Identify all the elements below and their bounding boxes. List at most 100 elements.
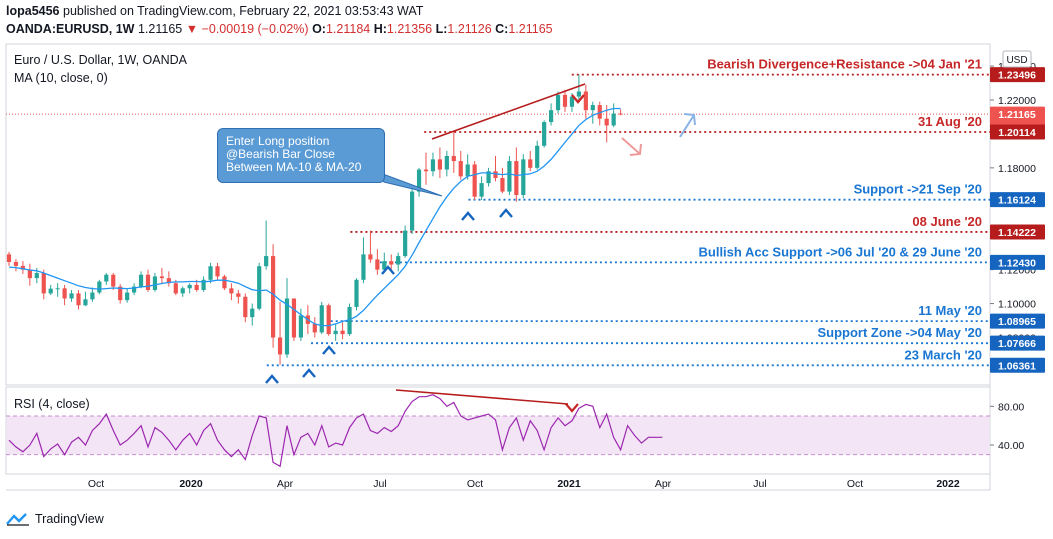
currency-badge: USD: [1006, 55, 1027, 66]
candle-body: [312, 323, 317, 333]
candle-body: [76, 293, 81, 306]
time-tick-label: 2022: [936, 478, 960, 490]
open-label: O:: [312, 22, 326, 36]
price-tick-label: 1.18000: [998, 163, 1036, 175]
price-change: ▼ −0.00019 (−0.02%): [185, 22, 309, 36]
candle-body: [542, 122, 547, 146]
tradingview-footer[interactable]: TradingView: [6, 512, 104, 526]
candle-body: [27, 269, 32, 279]
rsi-tick-label: 80.00: [998, 401, 1024, 413]
candle-body: [104, 274, 109, 282]
support-chevron-icon: [381, 265, 395, 275]
time-tick-label: 2021: [557, 478, 581, 490]
price-axis-label: 1.16124: [998, 195, 1036, 207]
candle-body: [201, 279, 206, 290]
candle-body: [514, 161, 519, 195]
candle-body: [222, 276, 227, 289]
candle-body: [493, 171, 498, 179]
candle-body: [521, 159, 526, 195]
candle-body: [472, 164, 477, 197]
price-axis-label: 1.08965: [998, 316, 1036, 328]
price-axis-label: 1.23496: [998, 70, 1036, 82]
tradingview-logo-icon: [6, 513, 29, 526]
currency-badge-bg: [1002, 50, 1032, 68]
candle-body: [444, 155, 449, 170]
price-axis-label-bg: [990, 224, 1045, 240]
candle-body: [208, 266, 213, 280]
rsi-band: [7, 416, 989, 455]
price-axis-label: 1.07666: [998, 338, 1036, 350]
candle-body: [173, 283, 178, 294]
support-chevron-icon: [265, 374, 279, 384]
symbol-label: OANDA:EURUSD, 1W: [6, 22, 135, 36]
level-label: 31 Aug '20: [918, 114, 982, 129]
candle-body: [500, 178, 505, 192]
candle-body: [618, 113, 623, 115]
time-tick-label: Apr: [655, 478, 672, 490]
candle-body: [277, 337, 283, 355]
candle-body: [138, 274, 144, 287]
last-price: 1.21165: [137, 22, 183, 36]
candle-body: [62, 288, 67, 299]
candle-body: [486, 171, 491, 184]
resistance-chevron-icon: [571, 94, 585, 104]
candle-body: [396, 256, 401, 265]
time-tick-label: Oct: [847, 478, 863, 490]
price-tick-label: 1.22000: [998, 95, 1036, 107]
low-label: L:: [435, 22, 448, 36]
level-label: 23 March '20: [904, 347, 982, 362]
candle-body: [83, 299, 88, 306]
candle-body: [97, 281, 102, 293]
time-tick-label: Oct: [467, 478, 483, 490]
candle-body: [333, 330, 338, 335]
candle-body: [569, 96, 575, 107]
candle-body: [465, 164, 470, 177]
price-divergence-trendline: [431, 83, 586, 140]
candle-body: [423, 169, 429, 172]
candle-body: [389, 261, 394, 265]
level-label: Support Zone ->04 May '20: [817, 325, 982, 340]
candle-body: [458, 161, 463, 177]
candle-body: [229, 288, 234, 294]
candle-body: [451, 155, 456, 162]
chart-title: Euro / U.S. Dollar, 1W, OANDA: [14, 53, 188, 67]
support-chevron-icon: [302, 368, 316, 378]
candle-body: [430, 159, 436, 172]
price-axis-label-bg: [990, 254, 1045, 270]
candle-body: [326, 305, 331, 335]
support-chevron-icon: [461, 211, 475, 221]
support-chevron-icon: [322, 345, 336, 355]
candle-body: [166, 278, 171, 284]
candle-body: [479, 183, 484, 197]
price-axis-label: 1.14222: [998, 227, 1036, 239]
candle-body: [354, 279, 359, 307]
candle-body: [410, 191, 415, 231]
high-value: 1.21356: [386, 22, 433, 36]
open-value: 1.21184: [325, 22, 371, 36]
candle-body: [583, 91, 588, 111]
time-tick-label: Apr: [277, 478, 294, 490]
candle-body: [34, 273, 39, 279]
candle-body: [416, 169, 422, 192]
candle-body: [604, 118, 609, 126]
candle-body: [347, 306, 352, 335]
candle-body: [125, 292, 130, 301]
candle-body: [20, 265, 25, 270]
close-value: 1.21165: [508, 22, 553, 36]
author-name[interactable]: lopa5456: [6, 4, 60, 18]
price-axis-label-bg: [990, 124, 1045, 140]
rsi-indicator-label: RSI (4, close): [14, 397, 90, 411]
level-label: 08 June '20: [912, 214, 982, 229]
candle-body: [250, 308, 255, 318]
candle-body: [319, 305, 324, 333]
ma-indicator-label: MA (10, close, 0): [14, 71, 108, 85]
candle-body: [152, 276, 158, 290]
candle-body: [41, 273, 46, 294]
projection-down-arrow: [621, 137, 642, 156]
ma-line: [8, 107, 621, 327]
candle-body: [535, 145, 540, 168]
footer-brand: TradingView: [35, 512, 104, 526]
candle-body: [375, 259, 380, 270]
level-label: 11 May '20: [918, 303, 982, 318]
